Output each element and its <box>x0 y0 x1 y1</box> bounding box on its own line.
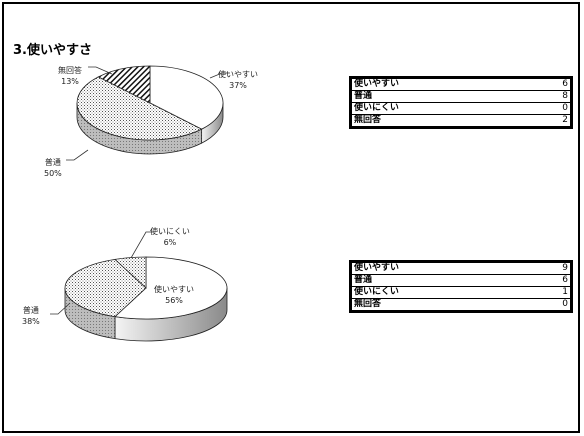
pie1-label-normal-pct: 50% <box>44 169 62 178</box>
pie2-label-hard: 使いにくい 6% <box>150 226 190 248</box>
pie1-label-noanswer: 無回答 13% <box>58 65 82 87</box>
pie2-leader-normal <box>50 302 71 315</box>
table2-cell-name: 普通 <box>350 274 546 287</box>
table-row: 使いやすい 6 <box>350 77 572 91</box>
table-row: 使いやすい 9 <box>350 261 572 275</box>
section-title: 3.使いやすさ <box>13 43 92 58</box>
pie2-label-hard-pct: 6% <box>163 238 177 247</box>
table-row: 普通 6 <box>350 274 572 287</box>
pie1-label-usable-name: 使いやすい <box>218 70 258 79</box>
table2-cell-name: 無回答 <box>354 299 382 309</box>
table-row: 無回答 2 <box>351 115 572 128</box>
pie2-leader-hard <box>130 231 153 259</box>
table-row: 使いにくい 0 <box>350 102 572 115</box>
table1-cell-value: 2 <box>562 115 568 125</box>
table2-cell-name: 使いやすい <box>350 261 546 275</box>
table2-cell-value: 0 <box>562 299 568 309</box>
data-table-2: 使いやすい 9 普通 6 使いにくい 1 無回答 0 <box>349 260 573 313</box>
pie1-label-normal-name: 普通 <box>44 158 61 167</box>
slide-frame <box>2 2 580 433</box>
pie2-label-usable-pct: 56% <box>165 296 183 305</box>
table1-cell-name: 使いにくい <box>350 102 546 115</box>
pie2-label-normal-name: 普通 <box>22 306 39 315</box>
table2-cell-name: 使いにくい <box>350 286 546 299</box>
table1-cell-name: 使いやすい <box>350 77 546 91</box>
pie1-label-normal: 普通 50% <box>44 157 62 179</box>
data-table-1: 使いやすい 6 普通 8 使いにくい 0 無回答 2 <box>349 76 573 129</box>
pie2-slice-1 <box>64 258 147 318</box>
pie1-label-noanswer-pct: 13% <box>61 77 79 86</box>
pie2-label-usable-name: 使いやすい <box>154 285 194 294</box>
pie2-slice-0 <box>114 256 228 320</box>
pie1-slice-0 <box>149 65 224 130</box>
pie1-slice-3 <box>97 65 151 104</box>
pie1-leader-normal <box>66 149 89 161</box>
pie-chart-1 <box>66 65 230 161</box>
table-row: 使いにくい 1 <box>350 286 572 299</box>
table1-cell-value: 6 <box>546 77 572 91</box>
pie-chart-2 <box>50 231 228 342</box>
pie1-leader-usable <box>209 72 230 79</box>
table1-cell-name: 無回答 <box>354 115 382 125</box>
pie2-label-hard-name: 使いにくい <box>150 227 190 236</box>
pie1-label-usable-pct: 37% <box>229 81 247 90</box>
pie2-label-normal-pct: 38% <box>22 317 40 326</box>
table1-cell-value: 0 <box>546 102 572 115</box>
pie1-slice-1 <box>76 76 203 141</box>
pie1-label-usable: 使いやすい 37% <box>218 69 258 91</box>
pie2-label-usable: 使いやすい 56% <box>154 284 194 306</box>
pie2-slice-2 <box>114 256 147 289</box>
table1-cell-value: 8 <box>546 90 572 103</box>
pie1-leader-noanswer <box>88 66 113 75</box>
table-row: 普通 8 <box>350 90 572 103</box>
pie2-label-normal: 普通 38% <box>22 305 40 327</box>
table2-cell-value: 6 <box>546 274 572 287</box>
table2-cell-value: 1 <box>546 286 572 299</box>
table1-cell-name: 普通 <box>350 90 546 103</box>
pie1-label-noanswer-name: 無回答 <box>58 66 82 75</box>
table-row: 無回答 0 <box>351 299 572 312</box>
table2-cell-value: 9 <box>546 261 572 275</box>
